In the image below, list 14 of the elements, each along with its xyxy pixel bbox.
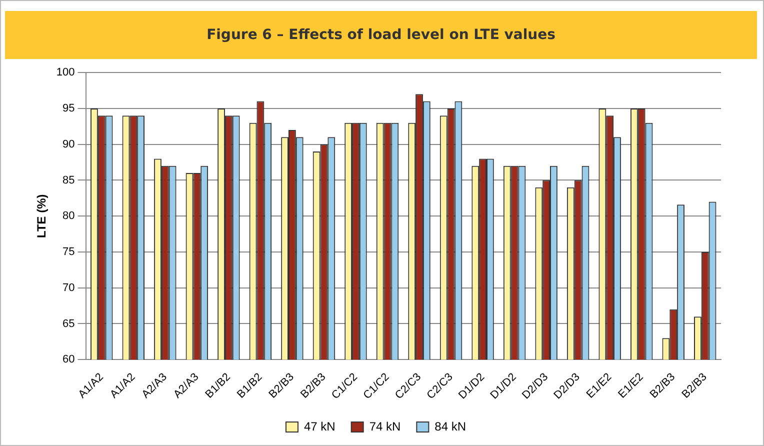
y-tick-label: 70	[62, 282, 75, 294]
y-tick-label: 60	[62, 354, 75, 366]
y-tick-label: 65	[62, 318, 75, 330]
y-tick-label: 80	[62, 210, 75, 222]
chart-title: Figure 6 – Effects of load level on LTE values	[5, 11, 757, 59]
y-tick-label: 85	[62, 174, 75, 186]
y-tick-label: 75	[62, 246, 75, 258]
legend-label: 74 kN	[369, 419, 401, 434]
y-tick-label: 90	[62, 138, 75, 150]
y-tick-label: 95	[62, 102, 75, 115]
legend-label: 47 kN	[304, 419, 336, 434]
y-axis-title: LTE (%)	[34, 194, 49, 238]
y-tick-label: 100	[56, 66, 75, 79]
legend-label: 84 kN	[434, 419, 466, 434]
